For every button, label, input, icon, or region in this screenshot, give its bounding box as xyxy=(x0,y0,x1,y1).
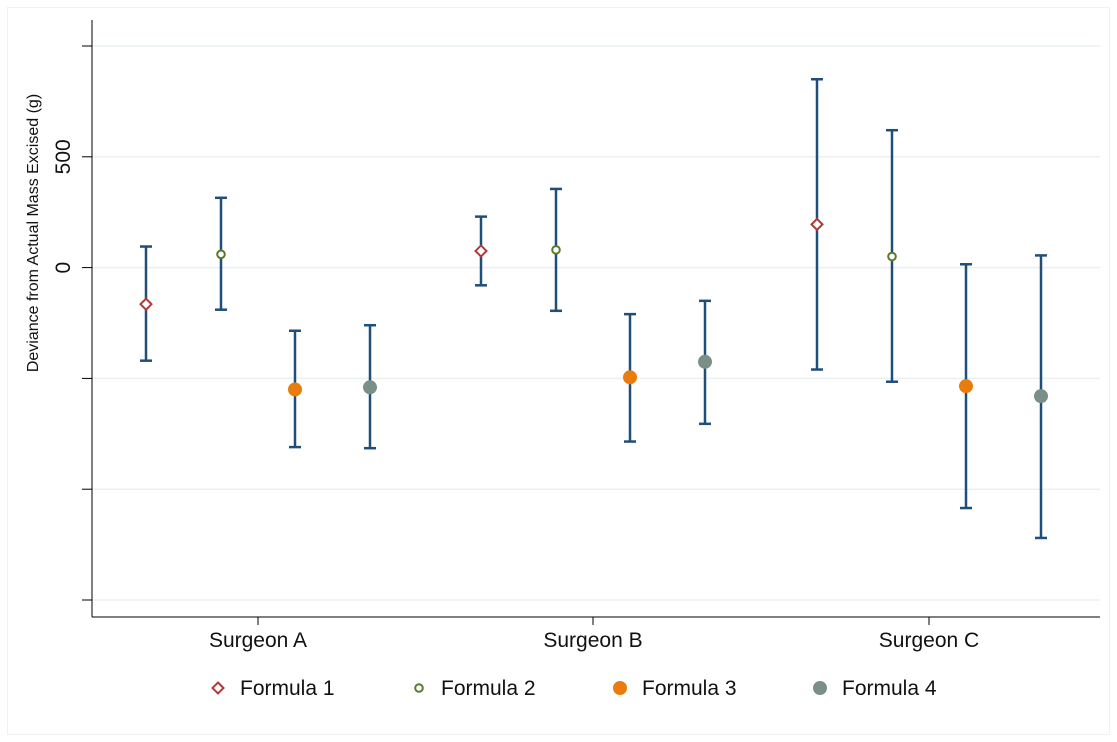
legend-label: Formula 4 xyxy=(842,677,937,700)
legend-label: Formula 1 xyxy=(240,677,335,700)
data-point xyxy=(959,379,973,394)
data-point xyxy=(887,251,897,262)
legend-marker xyxy=(211,681,225,695)
data-points xyxy=(139,217,1048,404)
y-axis-label: Deviance from Actual Mass Excised (g) xyxy=(25,94,42,372)
legend-marker xyxy=(813,681,827,695)
legend-item: Formula 3 xyxy=(613,677,737,700)
data-point xyxy=(1034,389,1048,404)
legend-item: Formula 4 xyxy=(813,677,937,700)
y-axis: 0 500 xyxy=(52,20,93,617)
legend: Formula 1 Formula 2 Formula 3 Formula 4 xyxy=(211,677,937,700)
data-point xyxy=(474,244,488,258)
y-tick-label: 0 xyxy=(52,262,75,274)
x-tick-label: Surgeon B xyxy=(543,629,642,652)
data-point xyxy=(623,370,637,385)
data-point xyxy=(139,297,153,312)
legend-item: Formula 1 xyxy=(211,677,335,700)
x-axis: Surgeon A Surgeon B Surgeon C xyxy=(92,616,1100,652)
data-point xyxy=(698,354,712,369)
data-point xyxy=(551,245,561,255)
legend-label: Formula 2 xyxy=(441,677,536,700)
x-tick-label: Surgeon C xyxy=(879,629,979,652)
legend-item: Formula 2 xyxy=(414,677,536,700)
legend-label: Formula 3 xyxy=(642,677,737,700)
data-point xyxy=(216,249,226,260)
y-tick-label: 500 xyxy=(52,139,75,174)
x-tick-label: Surgeon A xyxy=(209,629,307,652)
gridlines xyxy=(92,45,1100,601)
data-point xyxy=(288,382,302,397)
data-point xyxy=(810,217,824,232)
chart-outer-frame xyxy=(7,7,1110,735)
legend-marker xyxy=(414,683,424,693)
legend-marker xyxy=(613,681,627,695)
data-point xyxy=(363,380,377,395)
